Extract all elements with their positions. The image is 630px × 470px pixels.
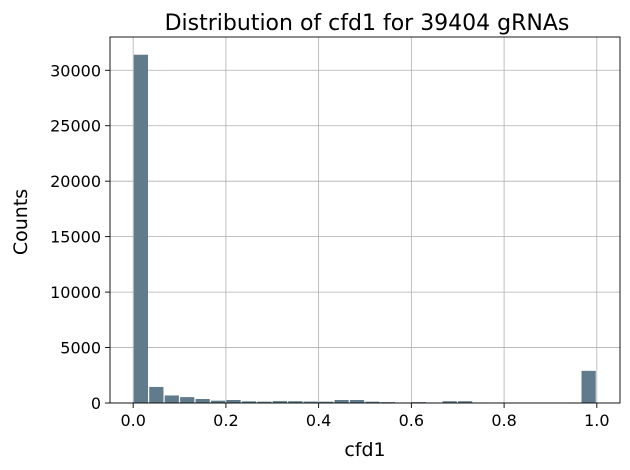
y-tick-label: 20000 [50, 172, 101, 191]
histogram-bar [180, 397, 195, 403]
histogram-bar [334, 400, 349, 403]
y-tick-label: 10000 [50, 283, 101, 302]
x-axis-label: cfd1 [344, 439, 385, 461]
x-tick-label: 0.4 [306, 411, 331, 430]
grid-lines [110, 37, 620, 404]
x-axis-ticks: 0.0 0.2 0.4 0.6 0.8 1.0 [120, 403, 610, 430]
histogram-bar [257, 401, 272, 403]
plot-frame [109, 36, 621, 404]
histogram-bar [241, 401, 257, 403]
histogram-bar [164, 395, 179, 403]
x-tick-label: 0.0 [120, 411, 145, 430]
histogram-bar [303, 401, 318, 403]
histogram-bar [149, 386, 164, 403]
x-tick-label: 0.2 [213, 411, 238, 430]
histogram-bar [210, 400, 226, 403]
histogram-bar [365, 401, 380, 403]
histogram-bar [133, 54, 149, 403]
histogram-bar [288, 401, 303, 403]
histogram-bar [349, 400, 365, 403]
histogram-bar [272, 401, 287, 403]
histogram-bars [133, 54, 596, 403]
y-tick-label: 25000 [50, 117, 101, 136]
y-axis-label: Counts [10, 189, 32, 255]
x-tick-label: 0.8 [491, 411, 516, 430]
histogram-bar [195, 399, 210, 403]
histogram-bar [319, 401, 334, 403]
y-tick-label: 5000 [60, 339, 101, 358]
histogram-bar [458, 401, 473, 403]
chart-title: Distribution of cfd1 for 39404 gRNAs [165, 11, 570, 36]
x-tick-label: 1.0 [584, 411, 609, 430]
histogram-bar [581, 370, 596, 403]
y-tick-label: 30000 [50, 61, 101, 80]
x-tick-label: 0.6 [399, 411, 424, 430]
y-tick-label: 0 [91, 394, 101, 413]
y-tick-label: 15000 [50, 228, 101, 247]
y-axis-ticks: 0 5000 10000 15000 20000 25000 30000 [50, 61, 110, 413]
histogram-bar [226, 400, 241, 403]
histogram-bar [442, 401, 457, 403]
